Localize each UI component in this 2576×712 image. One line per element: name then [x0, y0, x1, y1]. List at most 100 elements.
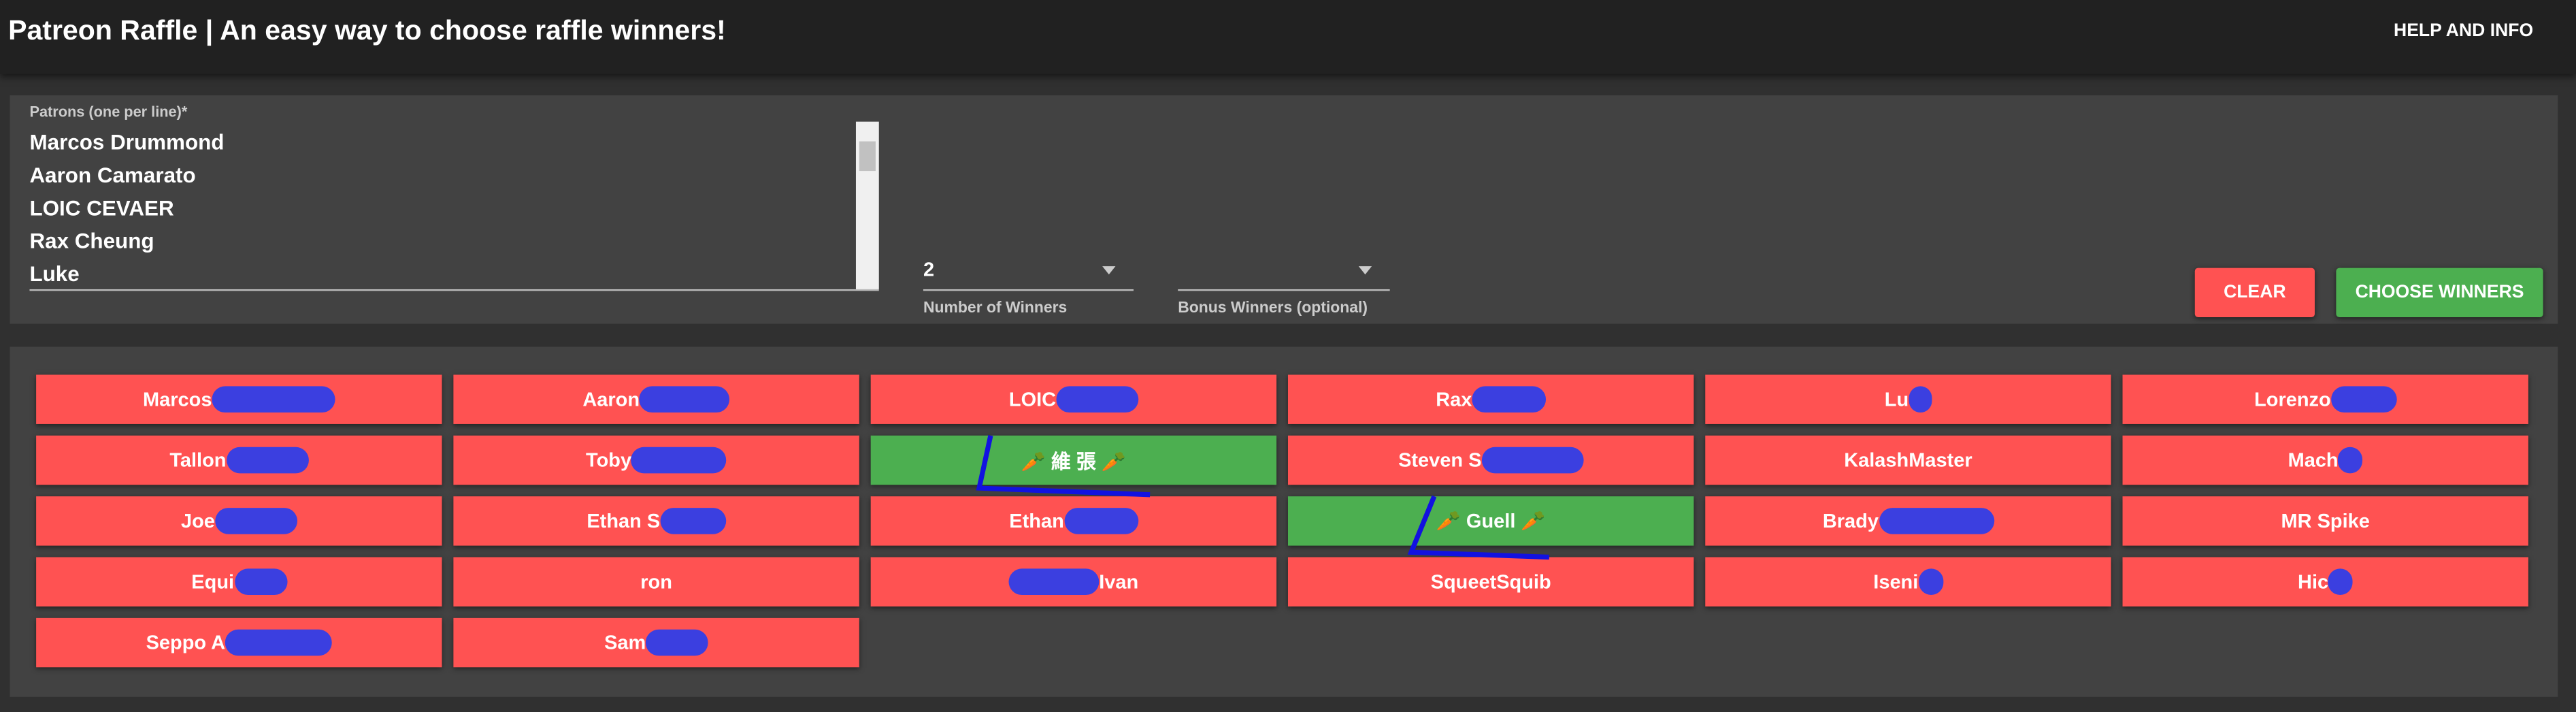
pen-stroke	[976, 435, 1151, 498]
result-cell: Brady	[1705, 496, 2111, 546]
redaction	[1481, 447, 1584, 474]
choose-button[interactable]: CHOOSE WINNERS	[2336, 268, 2543, 317]
result-name: Sam	[604, 631, 646, 654]
result-name: Equi	[191, 570, 235, 594]
result-cell: Mach	[2122, 435, 2528, 485]
redaction	[1056, 386, 1138, 413]
result-cell: Steven S	[1287, 435, 1694, 485]
result-cell: MR Spike	[2122, 496, 2528, 546]
result-name: Steven S	[1398, 449, 1482, 472]
result-cell: Ethan S	[453, 496, 859, 546]
redaction	[2330, 386, 2397, 413]
redaction	[1008, 568, 1100, 596]
result-name: Ethan S	[587, 509, 661, 533]
help-link[interactable]: HELP AND INFO	[2394, 21, 2534, 42]
result-cell: Joe	[36, 496, 442, 546]
result-name: LOIC	[1008, 387, 1057, 411]
clear-button[interactable]: CLEAR	[2194, 268, 2315, 317]
result-name: Mach	[2288, 449, 2339, 472]
redaction	[212, 386, 335, 413]
result-cell: 🥕 Guell 🥕	[1287, 496, 1694, 546]
result-cell: Sam	[453, 617, 859, 668]
underline	[923, 289, 1134, 291]
redaction	[631, 447, 727, 474]
result-cell: SqueetSquib	[1287, 557, 1694, 606]
dropdown-arrow	[1102, 266, 1116, 275]
result-name: SqueetSquib	[1430, 570, 1551, 594]
result-cell: Hic	[2122, 557, 2528, 606]
redaction	[1909, 386, 1932, 413]
result-name: Iseni	[1873, 570, 1919, 594]
result-name: Marcos	[143, 387, 212, 411]
result-cell: Rax	[1287, 374, 1694, 424]
result-cell: Ivan	[870, 557, 1277, 606]
result-cell: Marcos	[36, 374, 442, 424]
bonus-label: Bonus Winners (optional)	[1178, 299, 1368, 317]
result-name: Lu	[1884, 387, 1909, 411]
redaction	[226, 447, 309, 474]
result-name: Lorenzo	[2254, 387, 2331, 411]
result-cell: Tallon	[36, 435, 442, 485]
underline	[1178, 289, 1390, 291]
result-name: ron	[640, 570, 672, 594]
scroll-thumb[interactable]	[859, 141, 876, 172]
redaction	[1918, 568, 1943, 596]
winners-select[interactable]: 2	[923, 258, 935, 281]
redaction	[2338, 447, 2363, 474]
redaction	[1472, 386, 1547, 413]
redaction	[1878, 508, 1994, 534]
result-name: 🥕 維 張 🥕	[1021, 449, 1126, 473]
patrons-textarea[interactable]: Marcos Drummond Aaron Camarato LOIC CEVAER…	[29, 130, 851, 294]
result-name: Hic	[2298, 570, 2329, 594]
redaction	[225, 629, 332, 656]
result-name: MR Spike	[2281, 509, 2370, 533]
redaction	[1063, 508, 1138, 534]
result-cell: LOIC	[870, 374, 1277, 424]
header: Patreon Raffle | An easy way to choose r…	[0, 0, 2576, 74]
redaction	[660, 508, 726, 534]
result-name: 🥕 Guell 🥕	[1436, 509, 1546, 533]
result-name: KalashMaster	[1844, 449, 1972, 472]
result-name: Rax	[1436, 387, 1472, 411]
dropdown-arrow[interactable]	[1358, 266, 1372, 275]
patron-line: Aaron Camarato	[29, 163, 196, 188]
result-name: Brady	[1822, 509, 1879, 533]
patron-line: Marcos Drummond	[29, 129, 225, 155]
redaction	[646, 629, 709, 656]
result-cell: Aaron	[453, 374, 859, 424]
result-name: Aaron	[582, 387, 640, 411]
result-name: Ethan	[1009, 509, 1064, 533]
redaction	[640, 386, 730, 413]
results-grid: Marcos Aaron LOIC Rax Lu Lorenzo Tallon Toby 🥕 維…	[36, 374, 2528, 668]
result-cell: Seppo A	[36, 617, 442, 668]
result-cell: Lorenzo	[2122, 374, 2528, 424]
underline	[29, 289, 879, 291]
patrons-label: Patrons (one per line)*	[29, 103, 188, 120]
winners-label: Number of Winners	[923, 299, 1068, 317]
result-cell: Iseni	[1705, 557, 2111, 606]
form-panel: Patrons (one per line)* Marcos Drummond A…	[10, 95, 2558, 324]
patron-line: Rax Cheung	[29, 228, 154, 253]
result-name: Tallon	[169, 449, 227, 472]
redaction	[2328, 568, 2354, 596]
result-name: Seppo A	[146, 631, 226, 654]
patron-line: Luke	[29, 261, 80, 287]
patron-line: LOIC CEVAER	[29, 195, 174, 221]
result-cell: 🥕 維 張 🥕	[870, 435, 1277, 485]
result-cell: Equi	[36, 557, 442, 606]
redaction	[234, 568, 287, 596]
result-cell: Lu	[1705, 374, 2111, 424]
title: Patreon Raffle | An easy way to choose r…	[8, 14, 726, 46]
pen-stroke	[1407, 495, 1550, 560]
result-cell: Toby	[453, 435, 859, 485]
result-cell: KalashMaster	[1705, 435, 2111, 485]
result-name: Ivan	[1099, 570, 1139, 594]
results-panel: Marcos Aaron LOIC Rax Lu Lorenzo Tallon Toby 🥕 維…	[10, 346, 2558, 697]
result-name: Joe	[180, 509, 215, 533]
redaction	[214, 508, 297, 534]
result-cell: ron	[453, 557, 859, 606]
result-name: Toby	[586, 449, 632, 472]
